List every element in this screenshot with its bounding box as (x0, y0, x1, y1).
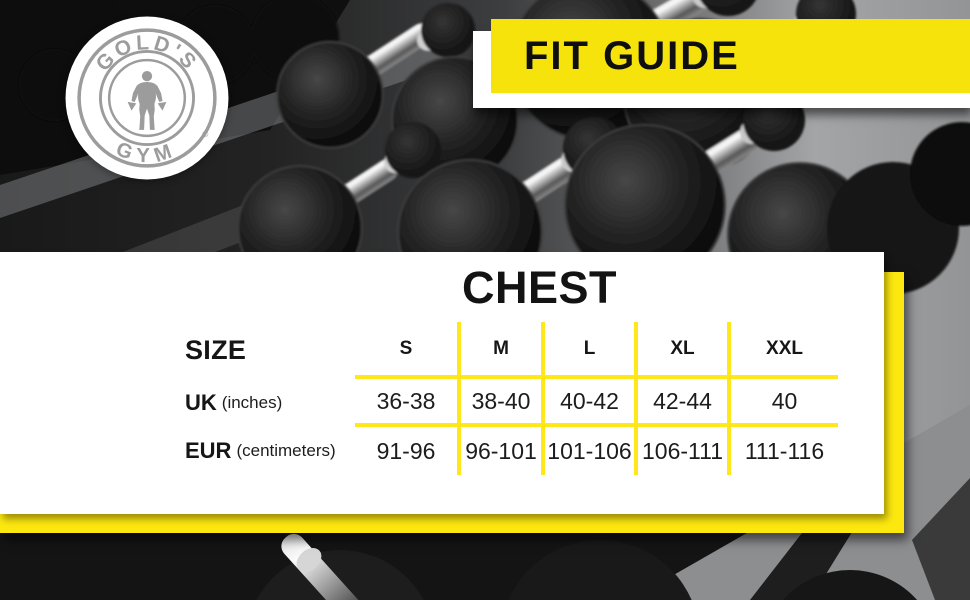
golds-gym-logo: GOLD'S GYM ® (65, 16, 229, 180)
size-table: SIZE S M L XL XXL UK (inches) 36-38 38-4… (185, 322, 838, 475)
row-header-uk: UK (inches) (185, 379, 355, 427)
cell-uk-l: 40-42 (541, 379, 634, 427)
cell-uk-xxl: 40 (727, 379, 838, 427)
row-label: EUR (185, 438, 232, 463)
size-chart-panel: CHEST SIZE S M L XL XXL UK (inches) 36-3… (0, 252, 884, 514)
row-label: UK (185, 390, 217, 415)
cell-uk-s: 36-38 (355, 379, 457, 427)
size-column-header: SIZE (185, 335, 247, 365)
cell-eur-xxl: 111-116 (727, 427, 838, 475)
cell-uk-xl: 42-44 (634, 379, 727, 427)
fit-guide-banner: FIT GUIDE (491, 19, 970, 93)
registered-mark: ® (202, 130, 208, 139)
cell-eur-m: 96-101 (457, 427, 541, 475)
cell-eur-s: 91-96 (376, 437, 436, 464)
row-header-eur: EUR (centimeters) (185, 427, 355, 475)
logo-rings (77, 28, 217, 168)
chart-title: CHEST (462, 262, 618, 313)
col-header-m: M (457, 322, 541, 379)
col-header-l: L (541, 322, 634, 379)
col-header-xl: XL (634, 322, 727, 379)
row-unit-label: (centimeters) (236, 441, 336, 460)
row-unit-label: (inches) (221, 393, 283, 412)
col-header-xxl: XXL (727, 322, 838, 379)
cell-eur-l: 101-106 (541, 427, 634, 475)
cell-eur-xl: 106-111 (634, 427, 727, 475)
weightlifter-icon (127, 71, 167, 130)
banner-title: FIT GUIDE (524, 33, 740, 78)
col-header-s: S (355, 322, 457, 379)
cell-uk-m: 38-40 (457, 379, 541, 427)
